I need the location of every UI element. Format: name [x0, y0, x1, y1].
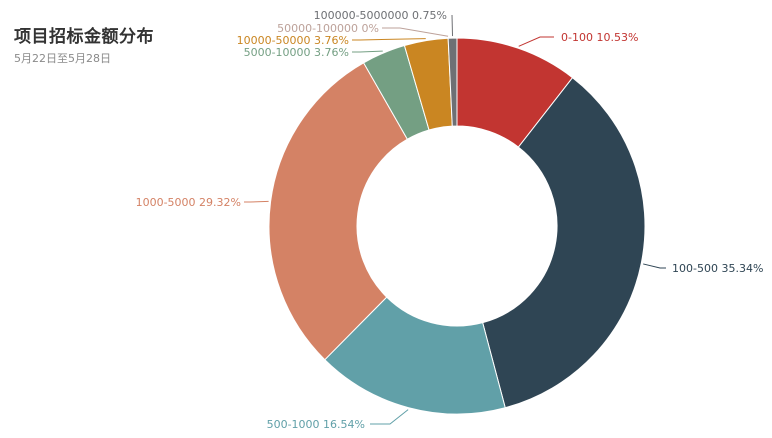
leader-line-10000-50000 [352, 38, 426, 41]
leader-line-5000-10000 [352, 50, 383, 53]
chart-title: 项目招标金额分布 [14, 27, 154, 47]
slice-500-1000[interactable] [324, 296, 506, 415]
slice-1000-5000[interactable] [268, 62, 409, 361]
slice-label-100-500: 100-500 35.34% [672, 262, 763, 275]
leader-line-100000-5000000 [451, 14, 454, 37]
leader-line-1000-5000 [244, 200, 269, 203]
slice-label-50000-100000: 50000-100000 0% [277, 22, 379, 35]
chart-subtitle: 5月22日至5月28日 [14, 52, 111, 65]
slice-label-500-1000: 500-1000 16.54% [267, 418, 365, 431]
slice-label-5000-10000: 5000-10000 3.76% [244, 46, 349, 59]
slice-label-0-100: 0-100 10.53% [561, 31, 638, 44]
slice-label-100000-5000000: 100000-5000000 0.75% [314, 9, 447, 22]
slice-label-10000-50000: 10000-50000 3.76% [237, 34, 349, 47]
slice-label-1000-5000: 1000-5000 29.32% [136, 196, 241, 209]
slice-100000-5000000[interactable] [447, 37, 458, 127]
leader-line-0-100 [518, 36, 554, 47]
leader-line-100-500 [643, 263, 666, 269]
leader-line-50000-100000 [382, 27, 449, 37]
leader-line-500-1000 [370, 409, 409, 425]
slice-100-500[interactable] [482, 76, 646, 409]
